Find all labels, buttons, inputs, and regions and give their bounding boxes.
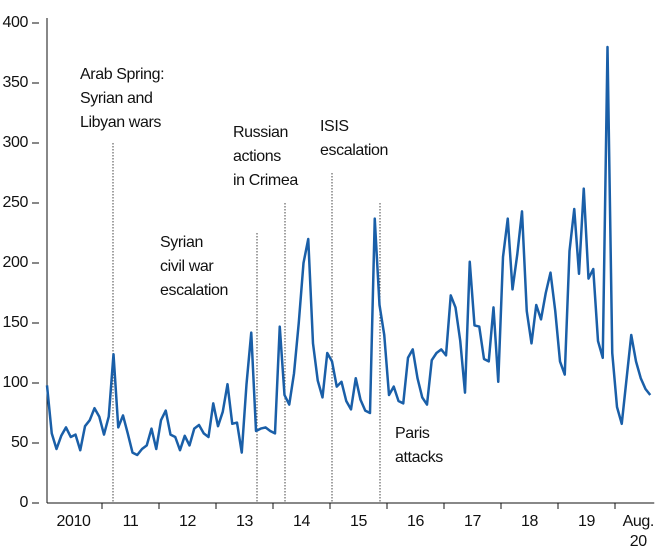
annotation: Russian: [233, 124, 288, 141]
y-tick-label: 300: [3, 134, 29, 151]
x-tick-label-line: Aug.: [623, 513, 654, 530]
annotation: Libyan wars: [80, 114, 161, 131]
x-tick-label: 16: [407, 513, 424, 530]
annotation: Arab Spring:: [80, 66, 164, 83]
y-tick-label: 50: [11, 434, 28, 451]
x-tick-label: 15: [350, 513, 367, 530]
annotation: Syrian and: [80, 90, 153, 107]
annotation: actions: [233, 148, 281, 165]
y-tick-label: 150: [3, 314, 29, 331]
y-tick-label: 100: [3, 374, 29, 391]
annotation: Paris: [395, 425, 430, 442]
x-tick-label: 11: [123, 513, 139, 530]
x-tick-label: 2010: [57, 513, 91, 530]
annotation: escalation: [160, 282, 228, 299]
x-tick-label-line: 20: [630, 533, 647, 550]
x-tick-label: 13: [236, 513, 253, 530]
annotation: in Crimea: [233, 172, 298, 189]
y-tick-label: 350: [3, 74, 29, 91]
annotation: escalation: [320, 142, 388, 159]
x-tick-label: 17: [464, 513, 481, 530]
data-line: [45, 45, 652, 457]
x-tick-label: Aug. 20: [623, 513, 654, 550]
annotation: ISIS: [320, 118, 349, 135]
x-tick-label: 14: [293, 513, 310, 530]
annotation: civil war: [160, 258, 214, 275]
y-tick-label: 400: [3, 14, 29, 31]
annotation: Syrian: [160, 234, 203, 251]
x-tick-label: 19: [578, 513, 595, 530]
x-tick-label: 12: [179, 513, 196, 530]
y-tick-label: 0: [20, 494, 29, 511]
y-tick-label: 250: [3, 194, 29, 211]
y-tick-label: 200: [3, 254, 29, 271]
x-tick-label: 18: [521, 513, 538, 530]
annotation: attacks: [395, 449, 443, 466]
